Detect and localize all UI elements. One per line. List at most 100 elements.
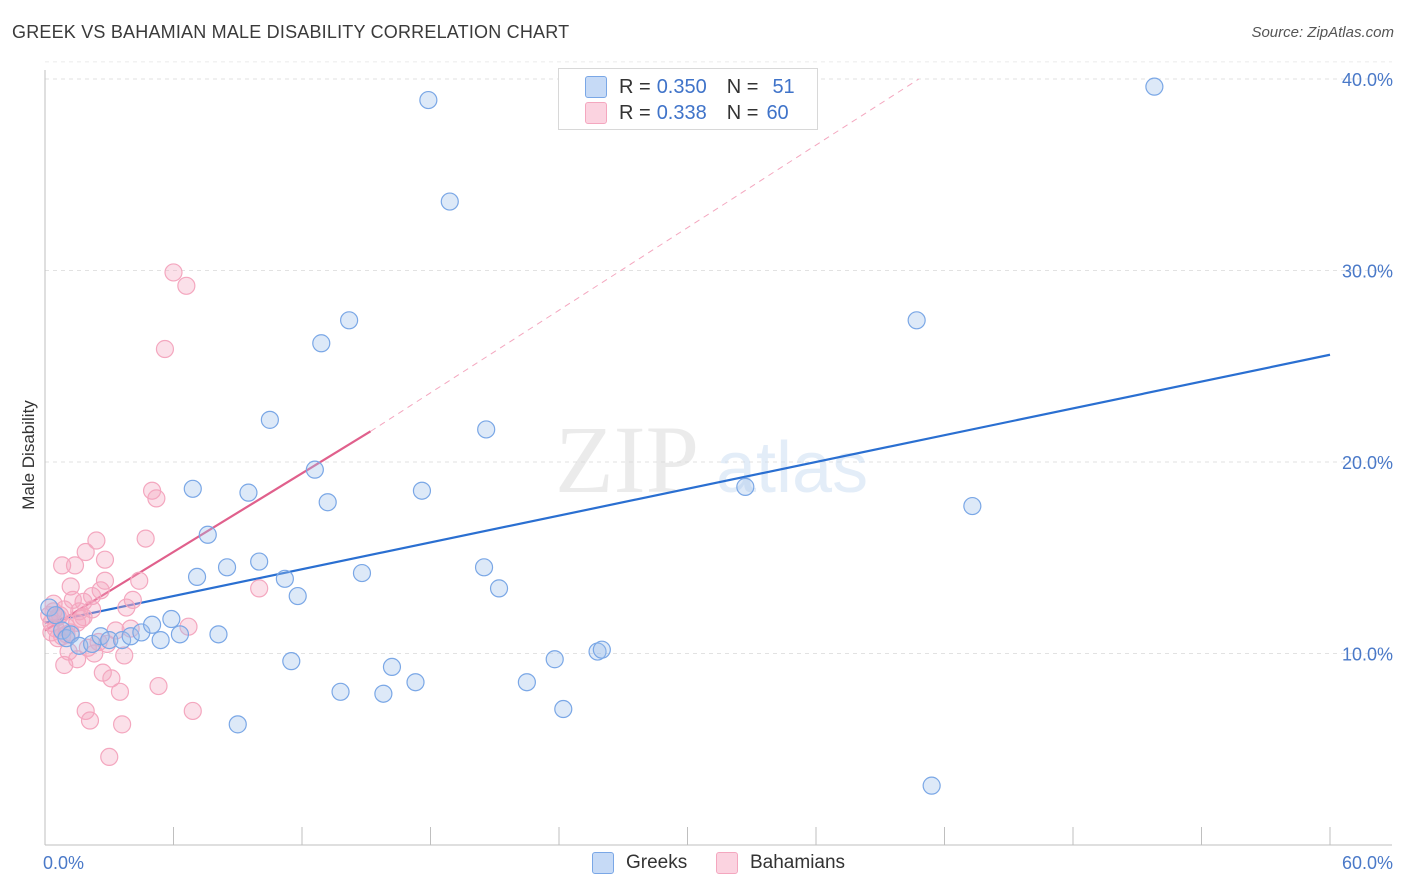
x-tick-label-min: 0.0% <box>43 853 84 873</box>
bahamians-legend-label: Bahamians <box>750 852 846 873</box>
bahamians-n-label: N = <box>726 101 759 124</box>
legend-item-greeks[interactable]: Greeks <box>592 852 687 874</box>
greeks-r-label: R = <box>619 75 651 98</box>
bahamians-trend-extension <box>370 78 920 432</box>
greeks-point-42 <box>489 579 509 598</box>
greeks-n-value: 51 <box>772 75 795 98</box>
greeks-point-8 <box>100 630 119 650</box>
bahamians-point-18 <box>76 542 95 562</box>
bahamians-point-17 <box>76 701 95 721</box>
greeks-point-48 <box>736 477 755 496</box>
y-tick-label-2: 30.0% <box>1342 262 1393 282</box>
greeks-point-19 <box>209 625 228 644</box>
source-label: Source: ZipAtlas.com <box>1251 24 1394 41</box>
greeks-point-27 <box>288 586 307 606</box>
bahamians-point-33 <box>112 715 132 734</box>
watermark-zip: ZIP <box>555 406 699 513</box>
greeks-point-43 <box>517 673 536 692</box>
chart-title: GREEK VS BAHAMIAN MALE DISABILITY CORREL… <box>12 22 570 42</box>
greeks-point-47 <box>592 640 611 659</box>
bahamians-r-value: 0.338 <box>656 101 707 124</box>
bahamians-point-30 <box>102 669 121 688</box>
greeks-point-12 <box>142 615 162 634</box>
bahamians-point-29 <box>100 747 119 767</box>
bahamians-point-48 <box>250 579 269 598</box>
bahamians-point-23 <box>87 531 106 550</box>
greeks-point-16 <box>187 567 207 587</box>
greeks-point-39 <box>440 192 459 211</box>
greeks-legend-label: Greeks <box>626 852 688 873</box>
axes <box>44 70 1392 846</box>
greeks-point-14 <box>162 609 181 629</box>
greeks-point-10 <box>121 627 140 646</box>
greeks-point-35 <box>382 657 402 677</box>
greeks-point-36 <box>406 673 425 692</box>
bahamians-point-45 <box>177 276 196 295</box>
y-tick-label-3: 40.0% <box>1342 70 1393 90</box>
bahamians-point-41 <box>147 489 166 508</box>
greeks-point-41 <box>477 420 496 439</box>
greeks-point-44 <box>545 650 564 669</box>
greeks-point-9 <box>112 630 132 650</box>
legend-row-bahamians: R = 0.338 N = 60 <box>585 100 789 126</box>
bahamians-point-39 <box>136 529 155 548</box>
bahamians-point-44 <box>164 263 183 282</box>
greeks-point-22 <box>239 483 258 502</box>
greeks-point-40 <box>474 558 494 577</box>
bahamians-point-32 <box>110 682 130 701</box>
bahamians-point-38 <box>130 571 149 590</box>
legend-row-greeks: R = 0.350 N = 51 <box>585 74 795 100</box>
greeks-trend-line <box>44 353 1331 624</box>
bahamians-point-24 <box>91 581 110 600</box>
greeks-point-45 <box>554 699 573 719</box>
legend-item-bahamians[interactable]: Bahamians <box>716 852 845 874</box>
greeks-point-1 <box>46 606 65 625</box>
bahamians-point-20 <box>80 711 100 730</box>
greeks-point-30 <box>318 493 337 512</box>
greeks-point-52 <box>1145 77 1164 96</box>
greeks-point-23 <box>250 552 269 571</box>
greeks-point-32 <box>340 311 359 330</box>
bahamians-point-10 <box>61 577 80 596</box>
bahamians-point-43 <box>155 339 175 359</box>
bahamians-r-label: R = <box>619 101 651 124</box>
bahamians-point-13 <box>68 650 87 669</box>
greeks-point-24 <box>260 410 279 429</box>
y-axis-label: Male Disability <box>19 400 38 510</box>
y-tick-label-0: 10.0% <box>1342 645 1393 665</box>
greeks-point-28 <box>305 460 324 479</box>
correlation-legend: R = 0.350 N = 51 R = 0.338 N = 60 <box>558 68 818 130</box>
bahamians-point-6 <box>53 556 72 575</box>
greeks-point-50 <box>922 776 941 795</box>
bahamians-point-58 <box>83 600 102 619</box>
greeks-point-15 <box>170 625 190 644</box>
greeks-point-21 <box>228 715 247 734</box>
greeks-point-29 <box>312 334 331 353</box>
bahamians-point-27 <box>95 550 115 569</box>
grid-lines <box>45 61 1392 654</box>
watermark: ZIP atlas <box>555 406 868 513</box>
greeks-point-25 <box>275 569 294 588</box>
greeks-point-7 <box>91 627 110 646</box>
bahamians-n-value: 60 <box>766 101 789 124</box>
greeks-point-13 <box>151 630 170 650</box>
bahamians-point-42 <box>149 676 168 696</box>
bahamians-trend-line <box>44 430 372 632</box>
x-tick-label-max: 60.0% <box>1342 853 1393 873</box>
greeks-swatch <box>585 76 607 98</box>
series-legend: Greeks Bahamians <box>0 852 1406 878</box>
tick-labels: 10.0% 20.0% 30.0% 40.0% 0.0% 60.0% <box>43 70 1393 873</box>
greeks-point-20 <box>217 558 237 577</box>
bahamians-point-12 <box>65 556 85 575</box>
greeks-point-18 <box>198 525 217 544</box>
bahamians-point-47 <box>183 701 202 721</box>
bahamians-point-37 <box>123 590 142 609</box>
greeks-point-49 <box>907 311 926 330</box>
greeks-point-37 <box>419 90 438 110</box>
greeks-point-17 <box>183 479 202 498</box>
y-tick-label-1: 20.0% <box>1342 453 1393 473</box>
bahamians-point-26 <box>95 571 115 590</box>
bahamians-swatch <box>585 102 607 124</box>
greeks-legend-swatch <box>592 852 614 874</box>
